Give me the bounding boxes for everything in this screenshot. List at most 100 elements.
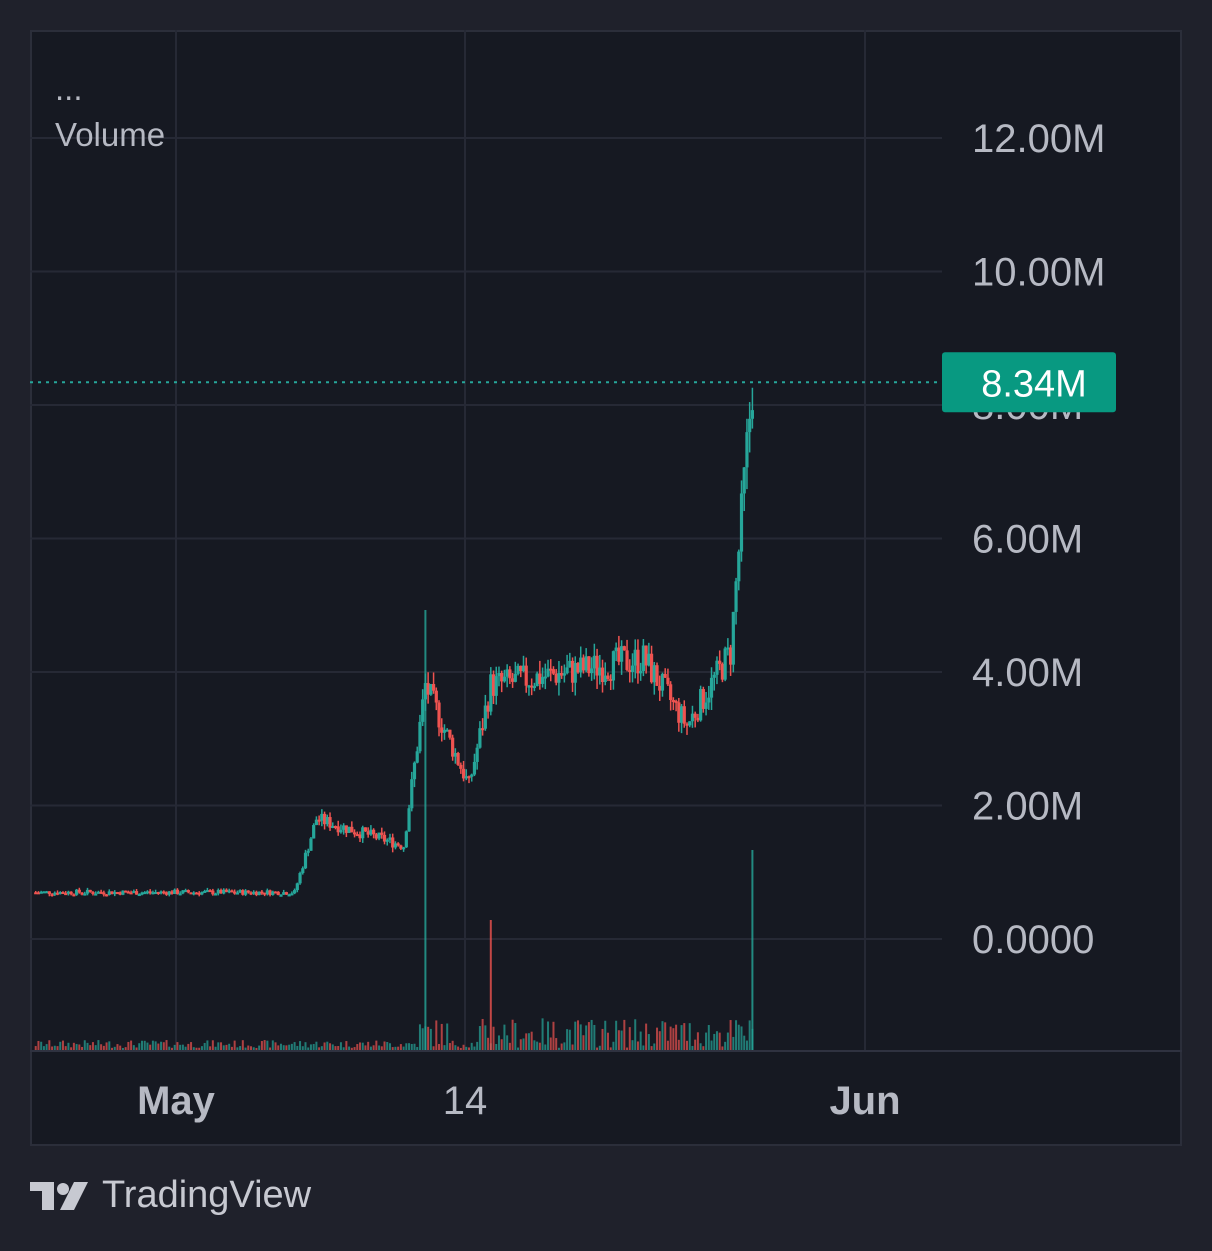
candle-body xyxy=(726,647,730,650)
tradingview-brand[interactable]: TradingView xyxy=(30,1174,311,1217)
volume-bar xyxy=(369,1046,372,1050)
candle-body xyxy=(377,832,381,839)
volume-bar xyxy=(544,1044,547,1050)
volume-bar xyxy=(579,1024,582,1050)
volume-bar xyxy=(220,1042,223,1050)
volume-bar xyxy=(143,1040,146,1050)
volume-bar xyxy=(269,1047,272,1050)
volume-bar xyxy=(157,1043,160,1050)
candle-body xyxy=(511,678,515,682)
volume-bar xyxy=(473,1046,476,1050)
volume-bar xyxy=(525,1033,528,1050)
volume-bar xyxy=(339,1042,342,1050)
candle-body xyxy=(633,649,637,666)
candle-body xyxy=(690,713,695,722)
candle-body xyxy=(554,673,558,683)
candle-body xyxy=(372,829,376,835)
volume-bar xyxy=(312,1044,315,1050)
candle-body xyxy=(426,683,430,695)
volume-spike xyxy=(751,850,754,1050)
candle-body xyxy=(363,827,368,832)
volume-bar xyxy=(108,1041,111,1050)
candle-body xyxy=(320,813,324,821)
volume-bar xyxy=(517,1047,520,1050)
volume-bar xyxy=(127,1041,130,1050)
legend-menu[interactable]: ... xyxy=(55,70,83,107)
candle-body xyxy=(241,890,245,895)
candle-body xyxy=(609,678,613,681)
volume-bar xyxy=(299,1041,302,1050)
volume-bar xyxy=(263,1040,266,1050)
candle-body xyxy=(423,683,427,700)
candle-body xyxy=(173,889,177,894)
volume-bar xyxy=(53,1045,56,1050)
volume-bar xyxy=(116,1044,119,1050)
volume-bar xyxy=(165,1040,168,1050)
volume-bar xyxy=(639,1031,642,1050)
candle-body xyxy=(470,774,474,777)
volume-bar xyxy=(386,1041,389,1050)
volume-bar xyxy=(342,1047,345,1050)
candle-body xyxy=(707,697,711,703)
candle-body xyxy=(50,894,54,897)
candle-body xyxy=(407,808,411,832)
candle-body xyxy=(451,737,455,757)
volume-bar xyxy=(290,1043,293,1050)
volume-bar xyxy=(309,1044,312,1050)
candle-body xyxy=(200,892,204,895)
candle-body xyxy=(107,891,111,895)
volume-bar xyxy=(307,1047,310,1050)
volume-bar xyxy=(664,1022,667,1050)
volume-bar xyxy=(81,1046,84,1050)
candle-body xyxy=(679,706,684,723)
volume-bar xyxy=(192,1047,195,1050)
candle-body xyxy=(156,892,160,895)
candle-body xyxy=(290,893,294,896)
volume-bar xyxy=(448,1043,451,1050)
volume-bar xyxy=(274,1042,277,1050)
y-tick-label: 4.00M xyxy=(972,651,1083,695)
candle-body xyxy=(535,673,539,687)
volume-bar xyxy=(250,1046,252,1050)
candle-body xyxy=(211,890,215,895)
candle-body xyxy=(164,892,169,895)
volume-bar xyxy=(696,1032,699,1050)
volume-bar xyxy=(45,1044,48,1050)
candle-body xyxy=(77,889,81,893)
volume-bar xyxy=(151,1040,154,1050)
candle-body xyxy=(489,674,493,712)
volume-bar xyxy=(590,1019,593,1050)
candle-body xyxy=(238,890,242,893)
candle-body xyxy=(309,838,313,851)
candle-body xyxy=(442,729,447,733)
volume-bar xyxy=(705,1032,708,1050)
candle-body xyxy=(611,651,616,681)
volume-bar xyxy=(233,1040,236,1050)
volume-bar xyxy=(121,1047,124,1050)
y-tick-label: 2.00M xyxy=(972,785,1083,829)
volume-bar xyxy=(91,1042,94,1050)
volume-bar xyxy=(190,1042,193,1050)
volume-bar xyxy=(184,1046,187,1050)
volume-bar xyxy=(729,1020,732,1050)
candle-body xyxy=(342,825,346,830)
volume-bar xyxy=(653,1043,656,1050)
candle-body xyxy=(203,890,207,893)
candle-body xyxy=(696,717,700,721)
candle-body xyxy=(189,892,193,895)
volume-bar xyxy=(568,1029,571,1050)
volume-bar xyxy=(337,1046,340,1050)
volume-bar xyxy=(547,1021,550,1050)
candle-body xyxy=(175,889,180,895)
volume-bar xyxy=(726,1032,729,1050)
volume-bar xyxy=(503,1024,506,1050)
candle-body xyxy=(45,891,49,894)
candle-body xyxy=(532,686,536,689)
volume-bar xyxy=(481,1018,484,1050)
candle-body xyxy=(723,648,727,680)
candle-body xyxy=(720,663,725,680)
candle-body xyxy=(369,829,373,835)
candle-body xyxy=(279,894,283,897)
